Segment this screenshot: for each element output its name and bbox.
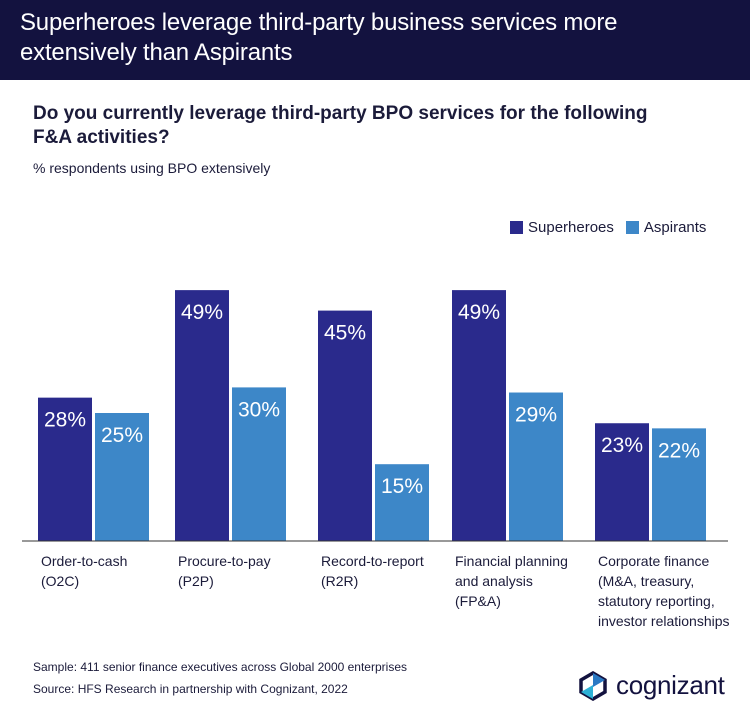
data-label-superheroes: 45%	[324, 322, 366, 345]
bar-aspirants	[652, 428, 706, 541]
legend-swatch-superheroes	[510, 221, 523, 234]
category-label: (P2P)	[178, 573, 214, 589]
footnote-source: Source: HFS Research in partnership with…	[33, 682, 348, 696]
category-label: Order-to-cash	[41, 553, 127, 569]
legend-swatch-aspirants	[625, 221, 639, 234]
data-label-aspirants: 15%	[381, 475, 423, 498]
question-line-1: Do you currently leverage third-party BP…	[33, 103, 648, 124]
footnote-sample: Sample: 411 senior finance executives ac…	[33, 660, 407, 674]
banner-title-line-1: Superheroes leverage third-party busines…	[20, 9, 618, 36]
data-label-superheroes: 28%	[44, 409, 86, 432]
legend-label-superheroes: Superheroes	[528, 219, 614, 236]
data-label-superheroes: 49%	[458, 301, 500, 324]
category-label: and analysis	[455, 573, 533, 589]
bar-aspirants	[375, 464, 429, 541]
category-label: (M&A, treasury,	[598, 573, 694, 589]
cognizant-logo: cognizant	[578, 670, 725, 701]
chart-subtitle: % respondents using BPO extensively	[33, 160, 271, 176]
bar-aspirants	[95, 413, 149, 541]
category-label: investor relationships	[598, 613, 730, 629]
data-label-aspirants: 25%	[101, 424, 143, 447]
bar-aspirants	[232, 387, 286, 541]
legend-item-aspirants: Aspirants	[625, 219, 707, 236]
category-label: Record-to-report	[321, 553, 424, 569]
data-label-aspirants: 29%	[515, 404, 557, 427]
legend-label-aspirants: Aspirants	[643, 219, 707, 236]
category-label: Corporate finance	[598, 553, 710, 569]
bar-superheroes	[595, 423, 649, 541]
cognizant-logo-icon	[579, 670, 607, 701]
bar-superheroes	[318, 310, 372, 541]
category-label: Procure-to-pay	[178, 553, 271, 569]
category-label: statutory reporting,	[598, 593, 715, 609]
bar-chart: 28% 25% Order-to-cash (O2C) 49% 30% Procure-to…	[22, 290, 730, 629]
question-line-2: F&A activities?	[33, 127, 170, 148]
banner-title-line-2: extensively than Aspirants	[20, 39, 293, 66]
category-label: Financial planning	[455, 553, 568, 569]
category-label: (FP&A)	[455, 593, 501, 609]
chart-question: Do you currently leverage third-party BP…	[33, 102, 713, 150]
category-label: (O2C)	[41, 573, 79, 589]
bar-superheroes	[175, 290, 229, 541]
data-label-superheroes: 23%	[601, 434, 643, 457]
title-banner: Superheroes leverage third-party busines…	[0, 0, 750, 80]
data-label-aspirants: 22%	[658, 439, 700, 462]
data-label-superheroes: 49%	[181, 301, 223, 324]
legend-item-superheroes: Superheroes	[510, 219, 614, 236]
bar-aspirants	[509, 392, 563, 541]
bar-superheroes	[452, 290, 506, 541]
chart-legend: Superheroes Aspirants	[510, 219, 706, 236]
cognizant-logo-text: cognizant	[616, 670, 725, 700]
data-label-aspirants: 30%	[238, 398, 280, 421]
category-label: (R2R)	[321, 573, 358, 589]
bar-superheroes	[38, 397, 92, 541]
